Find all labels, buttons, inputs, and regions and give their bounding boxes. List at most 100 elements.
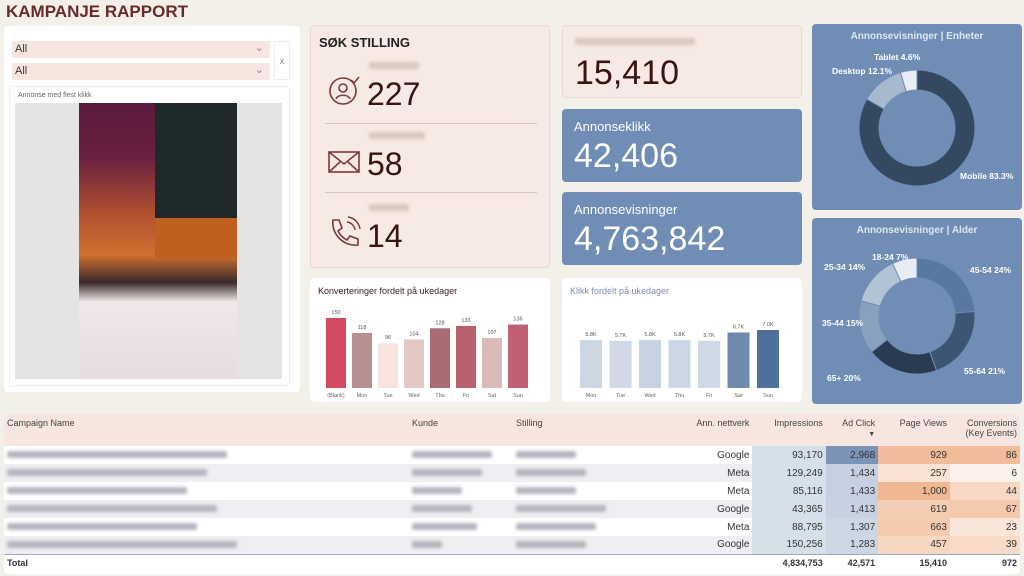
bar[interactable] bbox=[482, 338, 502, 388]
table-row[interactable]: Google 150,256 1,283 457 39 bbox=[4, 536, 1020, 554]
col-kunde[interactable]: Kunde bbox=[409, 414, 513, 446]
network-cell: Google bbox=[673, 500, 753, 518]
conversions-cell: 86 bbox=[950, 446, 1020, 464]
slice-label: 25-34 14% bbox=[824, 262, 866, 272]
bar[interactable] bbox=[639, 339, 661, 388]
page-views-cell: 929 bbox=[878, 446, 950, 464]
bar[interactable] bbox=[430, 328, 450, 388]
ad-click-cell: 1,283 bbox=[825, 536, 879, 554]
data-label: 128 bbox=[435, 320, 444, 326]
blurred-label bbox=[369, 204, 409, 211]
blurred-cell bbox=[409, 482, 513, 500]
filter-dropdown-2[interactable]: All ⌄ bbox=[12, 63, 270, 80]
phone-icon bbox=[332, 216, 361, 246]
network-cell: Meta bbox=[673, 464, 753, 482]
blurred-cell bbox=[4, 446, 409, 464]
bar[interactable] bbox=[668, 339, 691, 388]
col-impressions[interactable]: Impressions bbox=[752, 414, 826, 446]
data-label: 107 bbox=[487, 330, 496, 336]
filter-value: All bbox=[15, 65, 28, 77]
table-row[interactable]: Meta 85,116 1,433 1,000 44 bbox=[4, 482, 1020, 500]
donut-slice[interactable] bbox=[929, 310, 976, 372]
age-donut-card: Annonsevisninger | Alder 45-54 24% 55-64 … bbox=[812, 218, 1022, 404]
x-tick-label: Mon bbox=[357, 393, 368, 399]
page-views-cell: 457 bbox=[878, 536, 950, 554]
data-label: 118 bbox=[358, 325, 367, 331]
blurred-cell bbox=[4, 500, 409, 518]
blurred-cell bbox=[513, 518, 673, 536]
slice-label: Desktop 12.1% bbox=[832, 66, 892, 76]
blurred-cell bbox=[4, 536, 409, 554]
kpi-value: 4,763,842 bbox=[574, 220, 726, 258]
col-stilling[interactable]: Stilling bbox=[513, 414, 673, 446]
donut-chart: 45-54 24% 55-64 21% 65+ 20% 35-44 15% 25-34 … bbox=[822, 252, 1012, 383]
bar[interactable] bbox=[456, 325, 476, 388]
bar[interactable] bbox=[757, 330, 779, 388]
blurred-cell bbox=[409, 518, 513, 536]
divider bbox=[325, 192, 537, 193]
bar[interactable] bbox=[378, 343, 398, 388]
slice-label: Tablet 4.6% bbox=[874, 52, 921, 62]
kpi-label: Annonseklikk bbox=[574, 119, 651, 134]
network-cell: Google bbox=[717, 449, 750, 461]
bar[interactable] bbox=[580, 339, 602, 388]
donut-slice[interactable] bbox=[916, 257, 976, 314]
ad-image-card: Annonse med flest klikk bbox=[9, 86, 290, 386]
network-cell: Google bbox=[673, 536, 753, 554]
donut-slice[interactable] bbox=[891, 257, 918, 283]
data-label: 136 bbox=[513, 317, 522, 323]
data-label: 96 bbox=[385, 335, 391, 341]
blurred-label bbox=[575, 38, 695, 45]
col-campaign-name[interactable]: Campaign Name bbox=[4, 414, 409, 446]
data-label: 5.7K bbox=[615, 333, 627, 339]
bar[interactable] bbox=[508, 324, 528, 388]
table-row[interactable]: Meta 129,249 1,434 257 6 bbox=[4, 464, 1020, 482]
device-donut-card: Annonsevisninger | Enheter Mobile 83.3% D… bbox=[812, 24, 1022, 210]
page-views-cell: 1,000 bbox=[878, 482, 950, 500]
table-row[interactable]: Google 93,170 2,968 929 86 bbox=[4, 446, 1020, 464]
bar-chart: 5.8K Mon 5.7K Tue 5.8K Wed 5.8K Thu 5.7K Fri 6.7K S… bbox=[580, 322, 779, 399]
blurred-cell bbox=[409, 464, 513, 482]
blurred-cell bbox=[513, 536, 673, 554]
table-row[interactable]: Google 43,365 1,413 619 67 bbox=[4, 500, 1020, 518]
blurred-cell bbox=[513, 446, 673, 464]
page-views-cell: 257 bbox=[878, 464, 950, 482]
data-label: 5.8K bbox=[644, 332, 656, 338]
blurred-cell bbox=[4, 464, 409, 482]
divider bbox=[325, 123, 537, 124]
col-network[interactable]: Ann. nettverk bbox=[673, 414, 753, 446]
donut-slice[interactable] bbox=[899, 69, 918, 93]
ad-click-cell: 1,434 bbox=[825, 464, 879, 482]
blurred-cell bbox=[513, 464, 673, 482]
data-label: 150 bbox=[331, 310, 340, 316]
col-ad-click[interactable]: Ad Click ▼ bbox=[825, 414, 879, 446]
bar[interactable] bbox=[352, 332, 372, 388]
bar[interactable] bbox=[404, 339, 424, 388]
kpi-value: 15,410 bbox=[575, 54, 679, 92]
filter-dropdown-1[interactable]: All ⌄ bbox=[12, 41, 270, 58]
data-label: 5.8K bbox=[585, 332, 597, 338]
total-cell: 15,410 bbox=[878, 553, 950, 572]
chart-title: Klikk fordelt på ukedager bbox=[570, 286, 670, 296]
conversions-chart: Konverteringer fordelt på ukedager 150 (B… bbox=[310, 278, 550, 402]
bar[interactable] bbox=[326, 318, 346, 388]
data-label: 5.7K bbox=[703, 333, 715, 339]
slice-label: Mobile 83.3% bbox=[960, 171, 1014, 181]
donut-slice[interactable] bbox=[858, 69, 976, 187]
bar[interactable] bbox=[609, 340, 632, 388]
bar[interactable] bbox=[698, 340, 720, 388]
chart-title: Konverteringer fordelt på ukedager bbox=[318, 286, 458, 296]
bar-chart: 150 (Blank) 118 Mon 96 Tue 104 Wed 128 Thu 133 Fri 1… bbox=[326, 310, 528, 399]
impressions-cell: 88,795 bbox=[752, 518, 826, 536]
col-page-views[interactable]: Page Views bbox=[878, 414, 950, 446]
col-conversions[interactable]: Conversions (Key Events) bbox=[950, 414, 1020, 446]
search-title: SØK STILLING bbox=[319, 35, 410, 50]
x-tick-label: Thu bbox=[675, 393, 684, 399]
x-tick-label: Sun bbox=[763, 393, 773, 399]
bar[interactable] bbox=[727, 332, 750, 388]
x-tick-label: Fri bbox=[706, 393, 712, 399]
slice-label: 18-24 7% bbox=[872, 252, 909, 262]
table-row[interactable]: Meta 88,795 1,307 663 23 bbox=[4, 518, 1020, 536]
chart-title: Annonsevisninger | Enheter bbox=[850, 31, 984, 42]
clear-filters-button[interactable]: x bbox=[274, 41, 290, 80]
